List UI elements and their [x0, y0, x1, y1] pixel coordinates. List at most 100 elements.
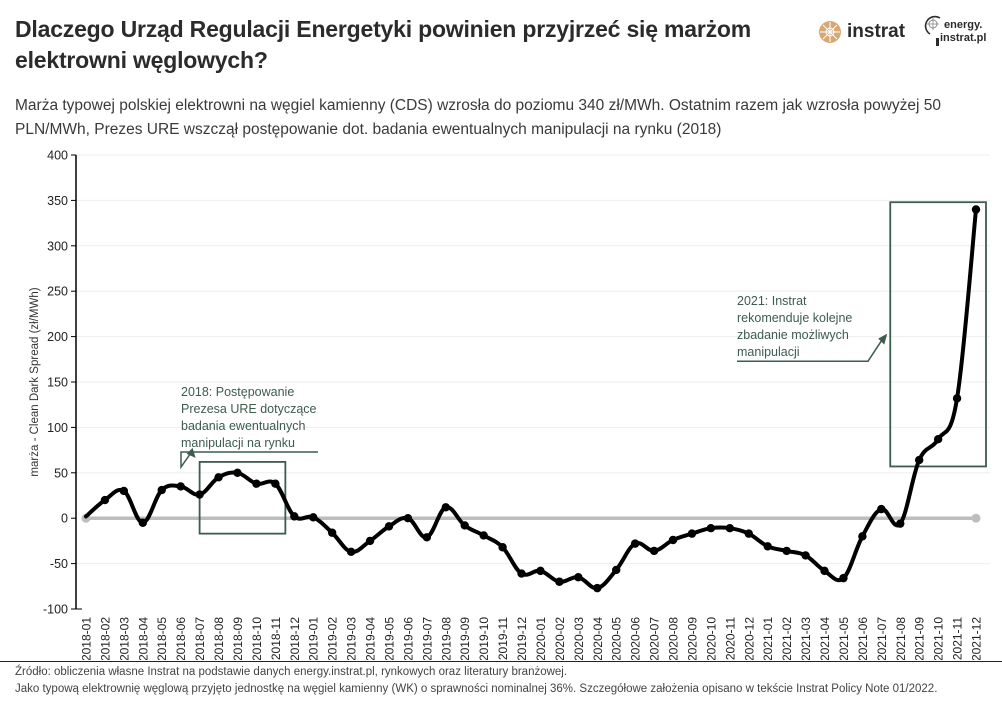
- y-axis-label: marża - Clean Dark Spread (zł/MWh): [29, 287, 41, 476]
- data-point: [252, 479, 261, 488]
- data-point: [971, 205, 981, 214]
- annotation-text: manipulacji: [737, 345, 800, 359]
- data-point: [858, 532, 867, 541]
- y-tick-label: 250: [47, 285, 68, 299]
- annotations: 2018: Postępowanie Prezesa URE dotyczące b…: [180, 201, 987, 535]
- annotation-leader: [180, 451, 318, 470]
- x-tick-label: 2020-02: [553, 617, 567, 660]
- x-tick-label: 2021-12: [970, 617, 984, 660]
- source-note: Źródło: obliczenia własne Instrat na pod…: [15, 666, 568, 678]
- x-tick-labels: 2018-01 2018-02 2018-03 2018-04 2018-05 2018-…: [80, 617, 984, 660]
- x-tick-label: 2018-09: [231, 617, 245, 660]
- data-point: [839, 573, 848, 583]
- data-point: [630, 539, 640, 548]
- x-tick-label: 2021-03: [799, 617, 813, 660]
- instrat-logo-text: instrat: [847, 21, 906, 42]
- energy-logo-line2: instrat.pl: [940, 32, 987, 44]
- x-tick-label: 2019-04: [364, 617, 378, 660]
- x-tick-label: 2018-03: [117, 617, 131, 660]
- x-tick-label: 2021-07: [875, 617, 889, 660]
- data-point: [877, 504, 886, 514]
- annotation-text: 2021: Instrat: [737, 294, 807, 308]
- data-point: [536, 566, 545, 576]
- x-tick-label: 2020-07: [648, 617, 662, 660]
- x-tick-label: 2020-11: [723, 617, 737, 660]
- arrow-head-icon: [186, 447, 196, 458]
- data-point: [176, 482, 185, 491]
- data-point: [801, 551, 810, 560]
- data-point: [384, 522, 394, 531]
- annotation-text: 2018: Postępowanie: [181, 385, 294, 399]
- data-point: [195, 490, 204, 499]
- data-point: [157, 485, 166, 495]
- energy-instrat-logo: energy. instrat.pl: [922, 12, 1000, 52]
- x-tick-label: 2019-11: [496, 617, 510, 660]
- y-tick-label: 350: [47, 194, 68, 208]
- instrat-flower-icon: [819, 21, 841, 43]
- x-tick-label: 2020-09: [685, 617, 699, 660]
- data-point: [138, 518, 148, 527]
- x-tick-label: 2021-08: [894, 617, 908, 660]
- data-point: [782, 546, 791, 556]
- y-tick-label: 0: [61, 512, 68, 526]
- x-tick-label: 2019-05: [382, 617, 396, 660]
- y-tick-label: 100: [47, 421, 68, 435]
- x-tick-label: 2021-11: [951, 617, 965, 660]
- data-point: [233, 468, 242, 477]
- annotation-box: [889, 201, 987, 468]
- y-tick-label: -50: [50, 557, 68, 571]
- data-point: [441, 503, 450, 512]
- x-tick-label: 2018-01: [80, 617, 94, 660]
- x-tick-label: 2019-12: [515, 617, 529, 660]
- data-point: [309, 513, 318, 522]
- x-tick-label: 2020-12: [742, 617, 756, 660]
- x-tick-label: 2020-05: [610, 617, 624, 660]
- x-tick-label: 2021-05: [837, 617, 851, 660]
- y-tick-label: 50: [54, 466, 68, 480]
- data-point: [214, 473, 223, 482]
- x-tick-label: 2020-10: [704, 617, 718, 660]
- data-point: [763, 542, 772, 551]
- x-tick-label: 2021-06: [856, 617, 870, 660]
- x-tick-label: 2019-03: [345, 617, 359, 660]
- x-tick-label: 2021-02: [780, 617, 794, 660]
- energy-logo-line1: energy.: [944, 19, 983, 31]
- y-tick-label: 300: [47, 239, 68, 253]
- data-point: [952, 394, 962, 403]
- x-tick-label: 2018-02: [98, 617, 112, 660]
- data-point: [914, 455, 924, 465]
- x-tick-label: 2019-10: [477, 617, 491, 660]
- data-point: [649, 546, 659, 556]
- x-tick-label: 2018-10: [250, 617, 264, 660]
- data-point: [100, 495, 110, 505]
- data-point: [119, 486, 129, 496]
- data-point: [498, 543, 507, 552]
- page-subtitle: Marża typowej polskiej elektrowni na węg…: [15, 97, 942, 138]
- data-point: [820, 566, 829, 576]
- data-point: [896, 519, 905, 528]
- x-tick-label: 2021-01: [761, 617, 775, 660]
- x-tick-label: 2021-04: [818, 617, 832, 660]
- footer-divider: [0, 661, 1002, 662]
- data-point: [403, 514, 413, 523]
- x-tick-label: 2018-06: [174, 617, 188, 660]
- data-point: [460, 521, 469, 530]
- data-point: [327, 528, 337, 537]
- data-point: [290, 512, 299, 521]
- annotation-leader: [737, 339, 883, 362]
- zero-line-end-marker: [971, 513, 981, 523]
- x-tick-label: 2018-07: [193, 617, 207, 660]
- x-tick-label: 2020-06: [629, 617, 643, 660]
- x-tick-label: 2021-10: [932, 617, 946, 660]
- y-tick-label: 150: [47, 376, 68, 390]
- x-tick-label: 2020-08: [667, 617, 681, 660]
- data-point: [744, 529, 753, 538]
- x-tick-label: 2019-06: [401, 617, 415, 660]
- y-tick-label: 200: [47, 330, 68, 344]
- x-tick-label: 2021-09: [913, 617, 927, 660]
- x-tick-label: 2018-04: [136, 617, 150, 660]
- data-point: [612, 565, 621, 575]
- data-point: [687, 529, 697, 538]
- grid-lines: [71, 154, 990, 610]
